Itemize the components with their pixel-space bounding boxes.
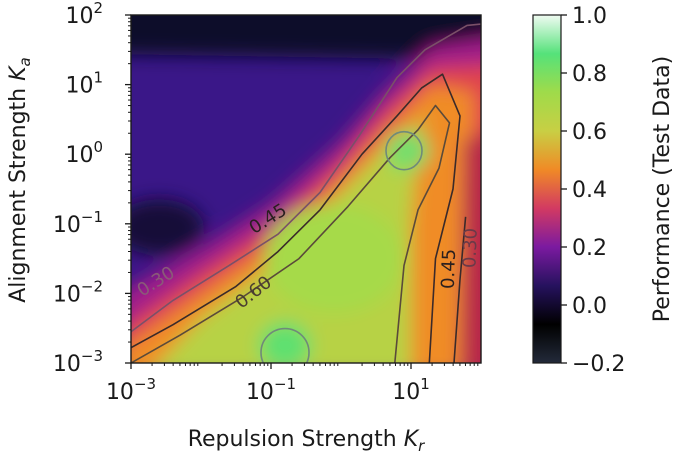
colorbar: −0.2 0.0 0.2 0.4 0.6 0.8 1.0 Performance (Test… (532, 4, 675, 377)
y-tick-label: 10−3 (53, 347, 103, 377)
y-axis-label: Alignment Strength Ka (6, 57, 34, 303)
contour-lines (131, 23, 481, 363)
heat-region-top-band (131, 15, 481, 60)
colorbar-tick-label: 0.8 (572, 62, 607, 87)
colorbar-tick-label: 1.0 (572, 4, 607, 29)
y-tick-label: 10−2 (53, 277, 103, 307)
x-axis-ticks: 10−3 10−1 101 (106, 363, 479, 405)
colorbar-tick-label: 0.0 (572, 294, 607, 319)
contour-line-060 (131, 104, 451, 363)
x-tick-label: 10−1 (246, 375, 296, 405)
contour-line-075-upper (385, 130, 423, 171)
contour-line-030-upper (131, 23, 481, 333)
colorbar-label: Performance (Test Data) (650, 56, 675, 322)
contour-line-075-bottom (260, 327, 310, 363)
x-axis-label: Repulsion Strength Kr (188, 427, 425, 455)
x-tick-label: 10−3 (106, 375, 156, 405)
colorbar-tick-label: 0.4 (572, 178, 607, 203)
colorbar-tick-label: 0.6 (572, 120, 607, 145)
contour-line-030-right (480, 348, 481, 363)
contour-line-045 (131, 73, 461, 363)
x-tick-label: 101 (392, 375, 430, 405)
y-tick-label: 102 (65, 0, 103, 29)
colorbar-tick-label: −0.2 (572, 352, 625, 377)
heat-region-left-dark (131, 199, 204, 256)
contour-label-030-right: 0.30 (459, 228, 481, 269)
colorbar-tick-label: 0.2 (572, 236, 607, 261)
contour-line-045-right (453, 216, 467, 363)
contour-label-045-right: 0.45 (438, 248, 460, 289)
colorbar-ticks: −0.2 0.0 0.2 0.4 0.6 0.8 1.0 (561, 4, 625, 377)
y-tick-label: 101 (65, 69, 103, 99)
colorbar-gradient (532, 14, 562, 364)
y-tick-label: 10−1 (53, 208, 103, 238)
y-axis-ticks: 10−3 10−2 10−1 100 101 102 (53, 0, 131, 377)
plot-frame (130, 14, 482, 364)
heat-region-right (460, 133, 481, 363)
heatmap-area (131, 15, 481, 363)
y-tick-label: 100 (65, 138, 103, 168)
